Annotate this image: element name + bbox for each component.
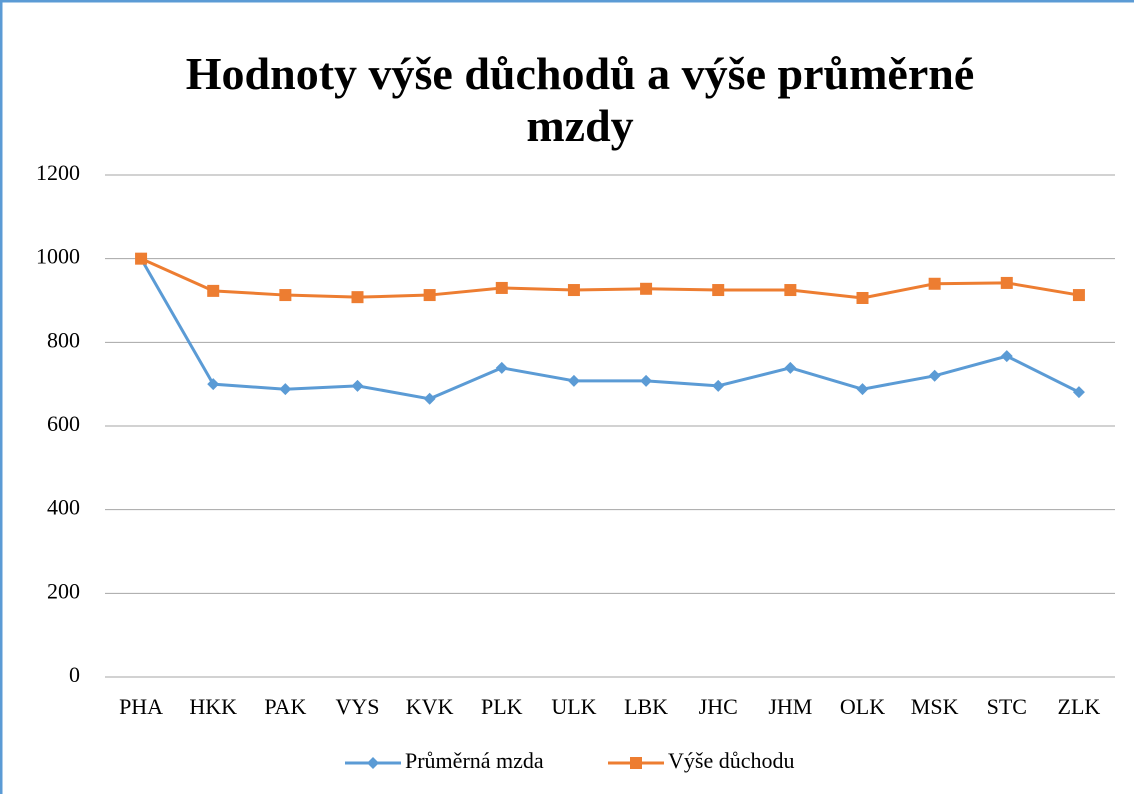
x-tick-label: KVK xyxy=(406,694,454,719)
marker xyxy=(1000,276,1013,289)
marker xyxy=(1072,289,1085,302)
marker xyxy=(640,282,653,295)
y-tick-label: 0 xyxy=(69,662,80,687)
x-tick-label: VYS xyxy=(335,694,379,719)
y-tick-label: 1200 xyxy=(36,160,80,185)
x-tick-label: JHM xyxy=(768,694,812,719)
marker xyxy=(279,383,292,396)
marker xyxy=(495,361,508,374)
series-line xyxy=(140,257,1080,300)
marker xyxy=(495,281,508,294)
marker xyxy=(640,374,653,387)
y-tick-label: 600 xyxy=(47,411,80,436)
marker xyxy=(351,379,364,392)
marker xyxy=(1072,386,1085,399)
x-tick-label: LBK xyxy=(624,694,668,719)
x-tick-label: PAK xyxy=(264,694,306,719)
y-tick-label: 800 xyxy=(47,327,80,352)
y-tick-label: 400 xyxy=(47,495,80,520)
marker xyxy=(423,392,436,405)
marker xyxy=(712,379,725,392)
x-tick-label: ULK xyxy=(551,694,596,719)
x-tick-label: PHA xyxy=(119,694,163,719)
x-tick-label: JHC xyxy=(699,694,738,719)
chart-title: Hodnoty výše důchodů a výše průměrné mzd… xyxy=(185,48,975,151)
y-tick-label: 1000 xyxy=(36,244,80,269)
marker xyxy=(856,291,869,304)
marker xyxy=(207,378,220,391)
x-tick-label: PLK xyxy=(481,694,523,719)
legend-label: Průměrná mzda xyxy=(405,748,544,773)
marker xyxy=(928,369,941,382)
marker xyxy=(1000,350,1013,363)
marker xyxy=(784,361,797,374)
marker xyxy=(856,383,869,396)
marker xyxy=(567,374,580,387)
marker xyxy=(567,284,580,297)
series-line xyxy=(139,257,1080,401)
x-tick-label: STC xyxy=(987,694,1027,719)
legend-label: Výše důchodu xyxy=(668,748,794,773)
y-tick-label: 200 xyxy=(47,578,80,603)
marker xyxy=(279,289,292,302)
marker xyxy=(928,277,941,290)
marker xyxy=(135,252,148,265)
x-tick-label: OLK xyxy=(840,694,885,719)
marker xyxy=(784,284,797,297)
x-tick-label: MSK xyxy=(911,694,959,719)
marker xyxy=(423,289,436,302)
x-tick-label: HKK xyxy=(189,694,237,719)
x-tick-label: ZLK xyxy=(1058,694,1101,719)
marker xyxy=(712,284,725,297)
marker xyxy=(351,291,364,304)
marker xyxy=(207,284,220,297)
marker xyxy=(630,757,642,769)
marker xyxy=(367,757,379,769)
